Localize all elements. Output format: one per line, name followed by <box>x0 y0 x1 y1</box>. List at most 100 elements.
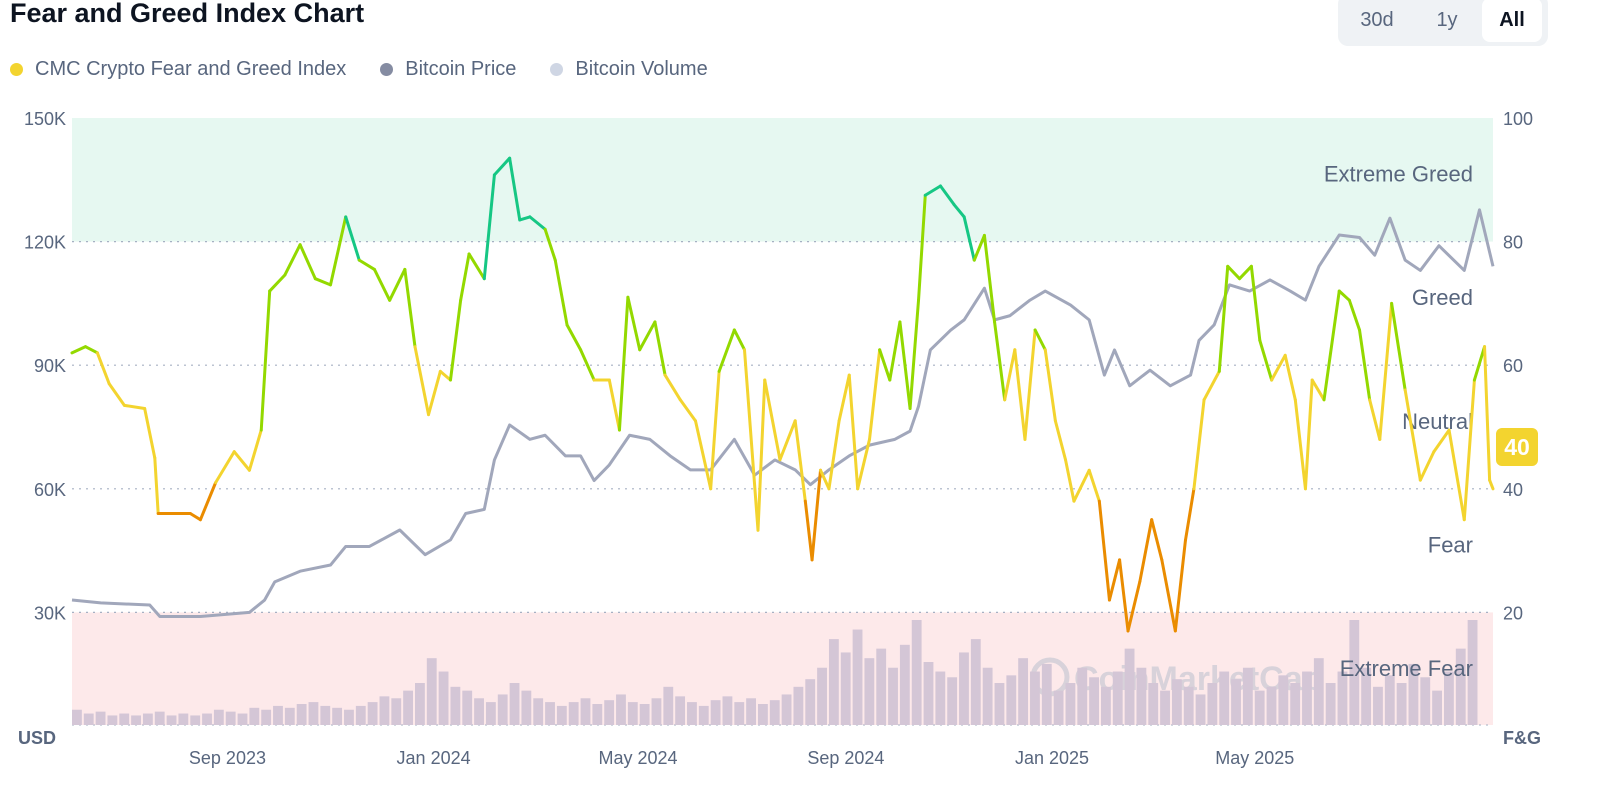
volume-bar <box>107 715 118 725</box>
volume-bar <box>462 690 473 725</box>
extreme-greed-band <box>72 118 1493 242</box>
volume-bar <box>83 713 94 725</box>
volume-bar <box>95 711 106 725</box>
volume-bar <box>568 702 579 725</box>
volume-bar <box>533 698 544 725</box>
fear-greed-segment <box>1043 348 1057 423</box>
fear-greed-segment <box>1097 499 1111 602</box>
fear-greed-segment <box>1160 558 1177 633</box>
fear-greed-segment <box>1303 378 1314 491</box>
fear-greed-segment <box>508 156 522 222</box>
volume-bar <box>131 715 141 725</box>
volume-bar <box>1408 663 1419 725</box>
range-30d-button[interactable]: 30d <box>1360 9 1394 31</box>
zone-label: Fear <box>1428 532 1473 557</box>
left-axis-label: USD <box>18 728 56 748</box>
fear-greed-segment <box>1118 558 1130 633</box>
fear-greed-segment <box>214 450 236 485</box>
volume-bar <box>663 686 674 725</box>
fear-greed-segment <box>626 295 642 352</box>
fear-greed-segment <box>607 378 621 432</box>
volume-bar <box>142 713 153 725</box>
fear-greed-segment <box>84 345 99 355</box>
fear-greed-segment <box>1293 398 1307 491</box>
legend-item-fear-greed[interactable]: CMC Crypto Fear and Greed Index <box>10 58 346 81</box>
fear-greed-segment <box>1087 468 1101 503</box>
legend-label: CMC Crypto Fear and Greed Index <box>35 58 347 80</box>
fear-greed-segment <box>1310 378 1326 402</box>
fear-greed-segment <box>717 328 736 373</box>
volume-bar <box>1467 620 1478 725</box>
volume-bar <box>403 690 413 725</box>
fear-greed-segment <box>1418 450 1436 482</box>
fear-greed-segment <box>868 348 882 441</box>
volume-bar <box>758 704 768 725</box>
volume-bar <box>426 658 437 725</box>
volume-bar <box>876 648 887 725</box>
volume-bar <box>639 704 650 725</box>
volume-bar <box>474 698 484 725</box>
fear-greed-segment <box>993 320 1007 402</box>
right-axis-tick: 60 <box>1503 356 1523 376</box>
fear-greed-segment <box>1126 580 1142 633</box>
volume-bar <box>899 644 910 725</box>
fear-greed-segment <box>878 348 892 382</box>
volume-bar <box>509 683 520 725</box>
fear-greed-segment <box>188 512 202 522</box>
fear-greed-segment <box>427 369 442 417</box>
fear-greed-segment <box>1217 264 1230 373</box>
fear-greed-segment <box>982 233 997 324</box>
legend-item-bitcoin-volume[interactable]: Bitcoin Volume <box>550 58 708 81</box>
fear-greed-segment <box>413 345 431 417</box>
fear-greed-segment <box>617 295 630 432</box>
fear-greed-segment <box>756 378 767 532</box>
right-axis-tick: 100 <box>1503 109 1533 129</box>
volume-bar <box>545 702 555 725</box>
volume-bar <box>1219 671 1230 725</box>
volume-bar <box>1053 690 1064 725</box>
volume-bar <box>1018 658 1029 725</box>
left-axis-tick: 90K <box>34 356 66 376</box>
volume-bar <box>675 696 686 725</box>
fear-greed-segment <box>153 456 160 516</box>
range-1y-button[interactable]: 1y <box>1436 9 1458 31</box>
left-axis-tick: 30K <box>34 603 66 623</box>
volume-bar <box>308 702 319 725</box>
fear-greed-segment <box>482 173 496 281</box>
zone-label: Extreme Fear <box>1340 656 1473 681</box>
volume-bar <box>1313 658 1324 725</box>
legend-item-bitcoin-price[interactable]: Bitcoin Price <box>380 58 516 81</box>
fear-greed-segment <box>492 156 512 177</box>
fear-greed-segment <box>847 373 860 491</box>
fear-greed-segment <box>938 184 956 207</box>
range-all-button[interactable]: All <box>1482 0 1542 42</box>
fear-greed-segment <box>1472 345 1487 382</box>
x-axis-tick: Sep 2024 <box>807 748 884 768</box>
volume-bar <box>911 620 922 725</box>
fear-greed-segment <box>972 233 986 262</box>
fear-greed-segment <box>1173 538 1187 633</box>
fear-greed-segment <box>952 203 966 219</box>
volume-bar <box>438 671 449 725</box>
volume-bar <box>379 696 390 725</box>
fear-greed-segment <box>837 373 851 423</box>
fear-greed-segment <box>357 258 376 271</box>
fear-greed-segment <box>329 215 348 287</box>
fear-greed-segment <box>1003 348 1017 402</box>
volume-bar <box>947 677 958 725</box>
x-axis-tick: May 2024 <box>599 748 678 768</box>
volume-bar <box>828 639 839 725</box>
volume-bar <box>840 652 851 725</box>
fear-greed-segment <box>388 267 407 302</box>
volume-bar <box>1077 667 1088 725</box>
fear-greed-segment <box>1337 289 1351 302</box>
volume-bar <box>237 713 248 725</box>
legend-dot-icon <box>10 63 23 76</box>
volume-bar <box>888 667 898 725</box>
fear-greed-segment <box>565 323 583 352</box>
fear-greed-segment <box>143 406 157 460</box>
legend-label: Bitcoin Volume <box>575 58 708 80</box>
fear-greed-segment <box>1447 428 1466 522</box>
legend-dot-icon <box>550 63 564 76</box>
